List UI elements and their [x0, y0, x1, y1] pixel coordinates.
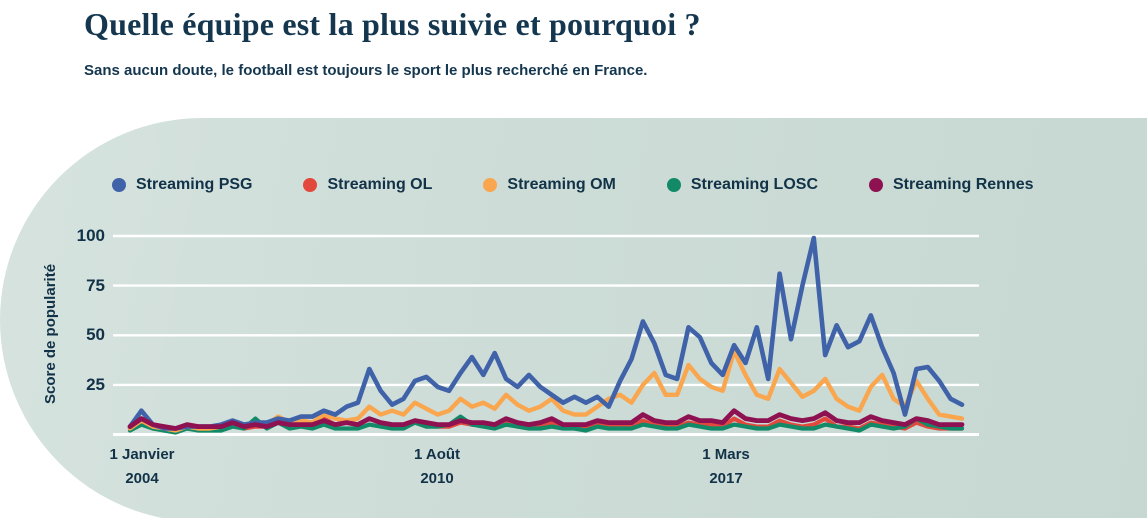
x-tick-2004-year: 2004: [125, 470, 159, 487]
chart-background-blob: [0, 118, 1147, 518]
legend-item-streaming-ol[interactable]: Streaming OL: [303, 176, 432, 194]
legend-dot-icon: [666, 178, 681, 192]
legend-item-streaming-psg[interactable]: Streaming PSG: [112, 176, 252, 194]
legend-item-streaming-om[interactable]: Streaming OM: [483, 176, 616, 194]
legend-dot-icon: [303, 178, 318, 192]
series-line-streaming-rennes: [127, 408, 965, 431]
series-line-streaming-psg: [127, 235, 965, 431]
x-tick-2010-year: 2010: [420, 470, 454, 487]
legend-label: Streaming Rennes: [893, 176, 1034, 193]
page-title: Quelle équipe est la plus suivie et pour…: [84, 6, 701, 42]
legend-label: Streaming OL: [327, 176, 433, 193]
y-tick-100: 100: [76, 226, 105, 245]
y-tick-25: 25: [86, 375, 105, 394]
x-tick-2017-year: 2017: [709, 470, 743, 487]
legend-label: Streaming OM: [507, 176, 616, 193]
legend-label: Streaming LOSC: [690, 176, 818, 193]
legend-dot-icon: [112, 178, 126, 192]
legend-item-streaming-losc[interactable]: Streaming LOSC: [666, 176, 818, 194]
legend-label: Streaming PSG: [136, 176, 253, 193]
x-tick-2017-date: 1 Mars: [702, 446, 750, 463]
y-axis-label: Score de popularité: [42, 263, 59, 405]
x-tick-2010: 1 Août 2010: [377, 446, 497, 487]
x-tick-2010-date: 1 Août: [413, 446, 461, 463]
page-subtitle: Sans aucun doute, le football est toujou…: [84, 62, 648, 79]
x-tick-2004-date: 1 Janvier: [109, 446, 175, 463]
legend-item-streaming-rennes[interactable]: Streaming Rennes: [869, 176, 1033, 194]
y-tick-50: 50: [86, 325, 105, 344]
x-tick-2017: 1 Mars 2017: [666, 446, 786, 487]
legend-dot-icon: [869, 178, 883, 192]
chart-legend: Streaming PSG Streaming OL Streaming OM Str…: [112, 176, 1033, 194]
y-tick-75: 75: [86, 276, 105, 295]
x-tick-2004: 1 Janvier 2004: [82, 446, 202, 487]
legend-dot-icon: [483, 178, 498, 192]
